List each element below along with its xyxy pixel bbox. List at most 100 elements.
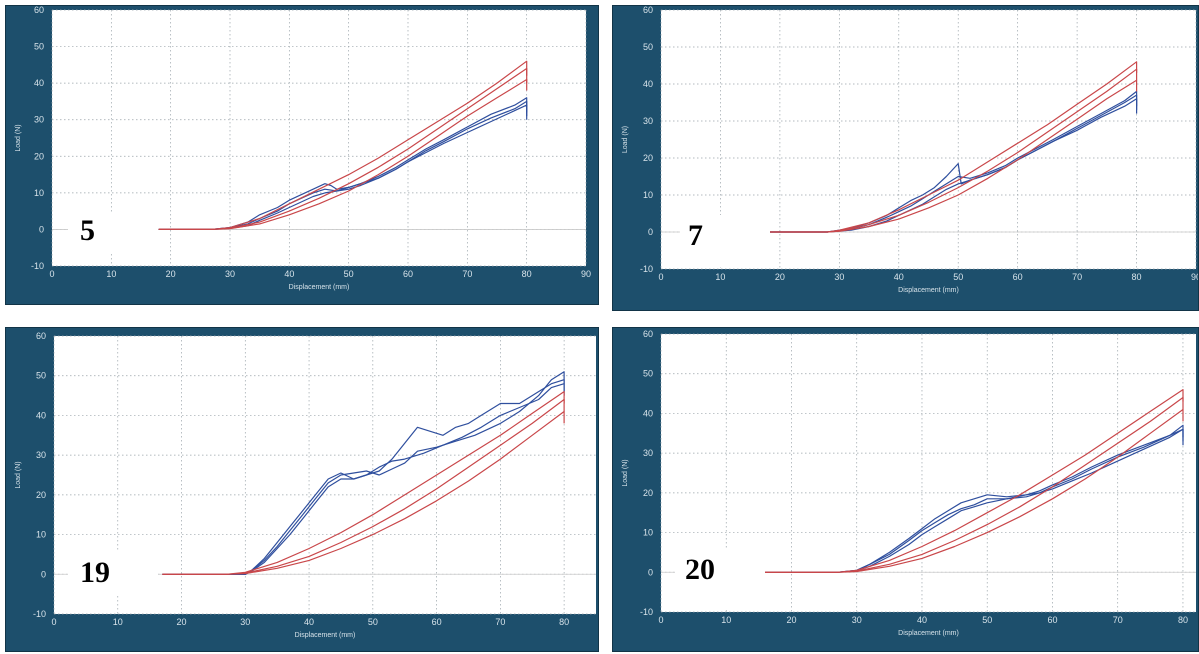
x-tick-label: 70 [1113,615,1123,625]
series-line-red-6 [158,78,528,230]
x-axis-label: Displacement (mm) [295,632,356,639]
x-tick-label: 80 [1178,615,1188,625]
y-tick-label: 30 [643,116,653,126]
x-tick-label: 10 [113,617,123,627]
x-tick-label: 40 [917,615,927,625]
y-tick-label: 60 [34,6,44,15]
series-line-red-4 [158,60,528,230]
series-line-blue-2 [758,424,1184,573]
series-line-red-5 [158,67,528,230]
x-tick-label: 80 [559,617,569,627]
y-tick-label: 20 [643,153,653,163]
panel-label-5: 5 [68,212,158,254]
panel-label-20: 20 [675,550,765,610]
y-tick-label: 10 [34,188,44,198]
series-line-blue-3 [162,383,565,575]
y-tick-label: -10 [33,609,46,619]
y-axis-label: Load (N) [15,461,22,488]
x-tick-label: 60 [1047,615,1057,625]
y-tick-label: 0 [648,227,653,237]
x-axis-label: Displacement (mm) [898,287,959,294]
x-tick-label: 0 [51,617,56,627]
x-tick-label: 30 [240,617,250,627]
x-tick-label: 10 [106,269,116,279]
x-tick-label: 80 [1132,272,1142,282]
x-tick-label: 40 [284,269,294,279]
y-tick-label: 60 [36,331,46,341]
x-tick-label: 0 [49,269,54,279]
series-line-red-6 [162,410,565,575]
y-tick-label: 40 [643,79,653,89]
x-tick-label: 60 [1013,272,1023,282]
series-line-red-4 [758,388,1184,573]
y-tick-label: 50 [643,369,653,379]
y-tick-label: 30 [643,448,653,458]
y-axis-label: Load (N) [622,459,629,486]
y-tick-label: 0 [41,569,46,579]
x-tick-label: 70 [462,269,472,279]
x-tick-label: 10 [721,615,731,625]
series-line-blue-1 [162,379,565,575]
chart-svg: 0 10 20 30 40 50 60 70 80 -10 0 10 20 30 40 50 60 Displac… [15,331,596,639]
y-tick-label: 30 [36,450,46,460]
y-tick-label: 20 [34,151,44,161]
x-tick-label: 70 [1072,272,1082,282]
y-tick-label: 40 [36,410,46,420]
x-tick-label: 90 [1191,272,1198,282]
series-line-red-4 [768,61,1138,233]
y-tick-label: 0 [39,224,44,234]
y-axis-label: Load (N) [15,124,22,151]
y-tick-label: 40 [34,78,44,88]
y-tick-label: 20 [643,488,653,498]
x-tick-label: 70 [495,617,505,627]
x-tick-label: 0 [658,272,663,282]
y-tick-label: 50 [643,42,653,52]
x-tick-label: 30 [834,272,844,282]
y-tick-label: 10 [36,530,46,540]
x-tick-label: 60 [432,617,442,627]
y-tick-label: 50 [36,371,46,381]
x-tick-label: 40 [304,617,314,627]
x-tick-label: 50 [953,272,963,282]
y-tick-label: 40 [643,408,653,418]
series-line-blue-3 [158,97,528,230]
series-line-red-6 [768,79,1138,233]
x-tick-label: 50 [982,615,992,625]
x-tick-label: 30 [225,269,235,279]
y-tick-label: -10 [640,264,653,274]
series-line-blue-3 [758,428,1184,573]
y-tick-label: 50 [34,42,44,52]
series-line-red-5 [162,398,565,575]
series-line-red-6 [758,408,1184,573]
x-tick-label: 20 [166,269,176,279]
series-line-red-5 [768,68,1138,233]
series-line-blue-1 [758,428,1184,573]
x-axis-label: Displacement (mm) [289,284,350,291]
y-tick-label: -10 [640,607,653,617]
x-tick-label: 90 [581,269,591,279]
y-tick-label: 10 [643,190,653,200]
y-tick-label: 30 [34,115,44,125]
y-tick-label: 20 [36,490,46,500]
x-tick-label: 80 [522,269,532,279]
y-tick-label: 10 [643,528,653,538]
panel-label-19: 19 [68,552,158,596]
series-line-red-4 [162,390,565,575]
panel-label-7: 7 [680,215,770,267]
series-line-red-5 [758,396,1184,573]
series-line-blue-1 [158,104,528,230]
y-tick-label: 60 [643,329,653,339]
x-tick-label: 20 [775,272,785,282]
y-tick-label: -10 [31,261,44,271]
x-tick-label: 10 [715,272,725,282]
x-tick-label: 50 [344,269,354,279]
x-tick-label: 0 [658,615,663,625]
chart-panel-19: 0 10 20 30 40 50 60 70 80 -10 0 10 20 30 40 50 60 Displac… [5,327,599,652]
y-tick-label: 0 [648,567,653,577]
series-line-blue-2 [768,90,1138,233]
y-tick-label: 60 [643,6,653,15]
x-tick-label: 20 [786,615,796,625]
x-axis-label: Displacement (mm) [898,630,959,637]
chart-svg: 0 10 20 30 40 50 60 70 80 90 -10 0 10 20 30 40 50 60 Displ… [15,6,591,291]
y-axis-label: Load (N) [622,126,629,153]
